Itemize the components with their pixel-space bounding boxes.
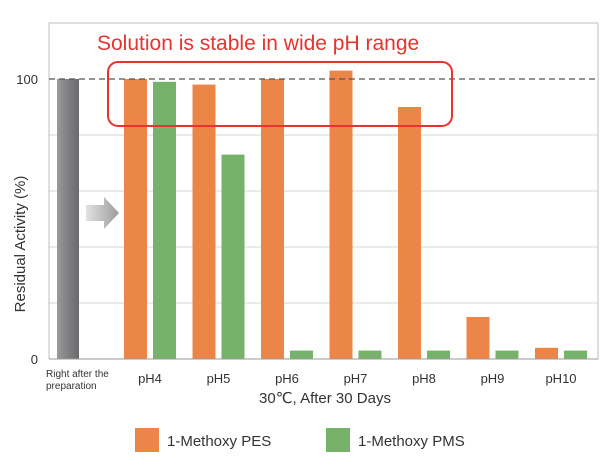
bar-pms-ph6	[290, 350, 313, 359]
x-axis-title: 30℃, After 30 Days	[259, 390, 391, 407]
bar-pms-ph9	[495, 350, 519, 359]
x-tick-label-reference: preparation	[46, 381, 97, 392]
legend: 1-Methoxy PES 1-Methoxy PMS	[135, 428, 465, 452]
bar-pms-ph10	[564, 350, 587, 359]
y-tick-labels: 0 100	[16, 72, 38, 367]
annotation-text: Solution is stable in wide pH range	[97, 32, 419, 55]
bar-pes-ph4	[124, 79, 147, 359]
x-tick-label: pH4	[138, 371, 162, 386]
bar-pms-ph4	[153, 81, 176, 360]
y-axis-title: Residual Activity (%)	[12, 176, 29, 313]
legend-swatch	[135, 428, 159, 452]
arrow-icon	[86, 197, 119, 229]
bar-pes-ph5	[192, 84, 216, 359]
annotation-box	[107, 61, 453, 127]
x-tick-label: pH5	[207, 371, 231, 386]
legend-label: 1-Methoxy PES	[167, 433, 271, 450]
bar-pes-ph10	[535, 347, 558, 359]
x-tick-label: pH9	[481, 371, 505, 386]
bars	[57, 70, 587, 360]
x-tick-label-reference: Right after the	[46, 369, 109, 380]
x-tick-label: pH7	[344, 371, 368, 386]
bar-pes-ph7	[329, 70, 353, 359]
bar-pms-ph8	[427, 350, 450, 359]
legend-swatch	[326, 428, 350, 452]
x-tick-label: pH8	[412, 371, 436, 386]
x-tick-label: pH10	[545, 371, 576, 386]
bar-pes-ph6	[261, 79, 284, 359]
bar-pms-ph5	[221, 154, 245, 359]
legend-label: 1-Methoxy PMS	[358, 433, 465, 450]
y-tick-label: 0	[31, 352, 38, 367]
x-tick-label: pH6	[275, 371, 299, 386]
bar-pms-ph7	[358, 350, 382, 359]
bar-reference	[57, 79, 79, 359]
bar-pes-ph8	[398, 107, 421, 359]
y-tick-label: 100	[16, 72, 38, 87]
bar-pes-ph9	[466, 317, 490, 359]
